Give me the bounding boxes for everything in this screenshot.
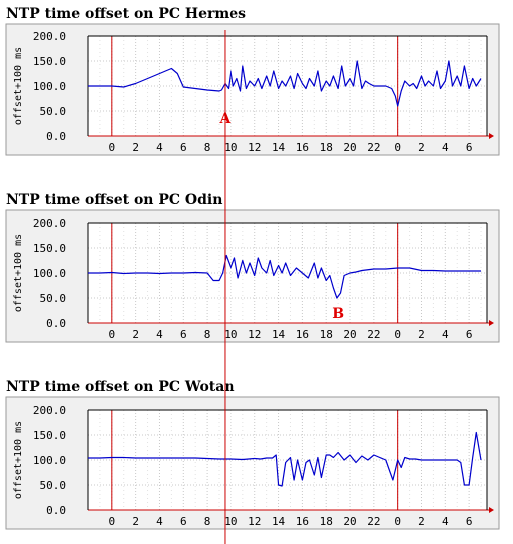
y-axis-label: offset+100 ms (13, 47, 24, 125)
x-tick-label: 20 (343, 515, 356, 528)
x-tick-label: 16 (296, 141, 309, 154)
x-axis-arrow (489, 133, 494, 139)
y-tick-label: 50.0 (40, 479, 67, 492)
y-tick-label: 200.0 (33, 217, 66, 230)
x-tick-label: 6 (466, 515, 473, 528)
x-tick-label: 14 (272, 141, 286, 154)
x-axis-arrow (489, 320, 494, 326)
chart-title: NTP time offset on PC Wotan (6, 379, 235, 395)
x-tick-label: 4 (156, 515, 163, 528)
x-tick-label: 8 (204, 328, 211, 341)
y-tick-label: 100.0 (33, 454, 66, 467)
x-tick-label: 8 (204, 141, 211, 154)
x-tick-label: 10 (224, 515, 237, 528)
x-tick-label: 2 (418, 141, 425, 154)
x-tick-label: 14 (272, 515, 286, 528)
series-line (88, 431, 482, 487)
x-tick-label: 0 (394, 328, 401, 341)
chart-title: NTP time offset on PC Odin (6, 192, 223, 208)
x-tick-label: 0 (394, 141, 401, 154)
x-tick-label: 4 (442, 328, 449, 341)
x-tick-label: 4 (156, 141, 163, 154)
x-tick-label: 18 (320, 141, 333, 154)
annotation-marker: B (332, 306, 344, 322)
y-tick-label: 0.0 (46, 504, 66, 517)
x-tick-label: 6 (180, 515, 187, 528)
x-tick-label: 0 (109, 328, 116, 341)
x-tick-label: 0 (394, 515, 401, 528)
y-tick-label: 150.0 (33, 55, 66, 68)
y-tick-label: 100.0 (33, 80, 66, 93)
x-axis-arrow (489, 507, 494, 513)
x-tick-label: 22 (367, 141, 380, 154)
x-tick-label: 6 (180, 328, 187, 341)
x-tick-label: 6 (466, 328, 473, 341)
x-tick-label: 12 (248, 141, 261, 154)
x-tick-label: 8 (204, 515, 211, 528)
x-tick-label: 2 (132, 141, 139, 154)
x-tick-label: 22 (367, 515, 380, 528)
x-tick-label: 0 (109, 141, 116, 154)
y-tick-label: 0.0 (46, 317, 66, 330)
x-tick-label: 12 (248, 515, 261, 528)
x-tick-label: 4 (442, 515, 449, 528)
x-tick-label: 2 (132, 328, 139, 341)
y-axis-label: offset+100 ms (13, 234, 24, 312)
x-tick-label: 6 (466, 141, 473, 154)
x-tick-label: 18 (320, 328, 333, 341)
y-axis-label: offset+100 ms (13, 421, 24, 499)
x-tick-label: 10 (224, 328, 237, 341)
x-tick-label: 10 (224, 141, 237, 154)
series-line (88, 60, 482, 107)
x-tick-label: 20 (343, 328, 356, 341)
y-tick-label: 0.0 (46, 130, 66, 143)
series-line (88, 254, 481, 299)
chart-title: NTP time offset on PC Hermes (6, 6, 247, 22)
y-tick-label: 50.0 (40, 105, 67, 118)
x-tick-label: 2 (132, 515, 139, 528)
y-tick-label: 200.0 (33, 30, 66, 43)
x-tick-label: 0 (109, 515, 116, 528)
x-tick-label: 4 (156, 328, 163, 341)
x-tick-label: 20 (343, 141, 356, 154)
y-tick-label: 200.0 (33, 404, 66, 417)
x-tick-label: 6 (180, 141, 187, 154)
x-tick-label: 2 (418, 515, 425, 528)
y-tick-label: 150.0 (33, 429, 66, 442)
x-tick-label: 18 (320, 515, 333, 528)
y-tick-label: 150.0 (33, 242, 66, 255)
x-tick-label: 16 (296, 515, 309, 528)
x-tick-label: 4 (442, 141, 449, 154)
x-tick-label: 12 (248, 328, 261, 341)
x-tick-label: 16 (296, 328, 309, 341)
x-tick-label: 22 (367, 328, 380, 341)
y-tick-label: 100.0 (33, 267, 66, 280)
x-tick-label: 14 (272, 328, 286, 341)
y-tick-label: 50.0 (40, 292, 67, 305)
x-tick-label: 2 (418, 328, 425, 341)
